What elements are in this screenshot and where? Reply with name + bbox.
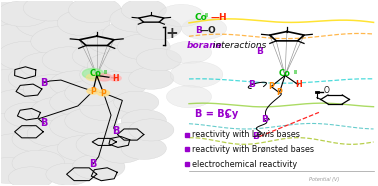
Circle shape: [82, 68, 104, 79]
Circle shape: [0, 113, 31, 139]
Circle shape: [50, 71, 102, 97]
Circle shape: [114, 91, 159, 113]
Circle shape: [23, 75, 84, 104]
Circle shape: [0, 69, 42, 99]
Circle shape: [110, 6, 163, 32]
Circle shape: [129, 67, 174, 89]
Circle shape: [86, 74, 100, 81]
Circle shape: [121, 110, 166, 132]
Circle shape: [87, 28, 140, 54]
Circle shape: [87, 88, 99, 94]
Text: B: B: [195, 26, 201, 35]
Text: 2: 2: [225, 113, 229, 119]
Text: O: O: [324, 86, 329, 95]
Text: reactivity with Lewis bases: reactivity with Lewis bases: [192, 130, 300, 139]
Text: B: B: [253, 132, 259, 141]
Circle shape: [27, 121, 80, 147]
Text: Co: Co: [195, 13, 208, 22]
Circle shape: [166, 41, 212, 63]
Text: Co: Co: [89, 70, 101, 78]
Circle shape: [5, 102, 57, 128]
Text: B: B: [261, 115, 268, 124]
Circle shape: [80, 95, 133, 121]
Text: electrochemical reactivity: electrochemical reactivity: [192, 160, 297, 169]
Text: +: +: [166, 26, 178, 41]
Circle shape: [0, 49, 31, 75]
Circle shape: [12, 150, 65, 176]
Circle shape: [50, 89, 102, 115]
Circle shape: [118, 34, 170, 60]
Text: P: P: [90, 87, 96, 96]
Circle shape: [99, 141, 144, 163]
Text: H: H: [295, 80, 302, 89]
Circle shape: [129, 119, 174, 141]
Circle shape: [16, 8, 76, 38]
Text: P: P: [101, 89, 106, 97]
Circle shape: [181, 17, 227, 39]
Circle shape: [102, 21, 155, 47]
Text: B: B: [40, 118, 48, 129]
Circle shape: [31, 97, 91, 126]
Circle shape: [110, 76, 121, 81]
Circle shape: [136, 17, 181, 39]
Circle shape: [0, 3, 31, 28]
Circle shape: [0, 1, 50, 27]
Circle shape: [0, 89, 50, 119]
Text: III: III: [293, 70, 298, 75]
Text: H: H: [112, 74, 119, 83]
Text: B: B: [89, 159, 97, 169]
Circle shape: [57, 135, 110, 161]
Text: interactions: interactions: [210, 41, 266, 49]
Circle shape: [23, 0, 76, 21]
Circle shape: [8, 167, 53, 186]
Text: III: III: [104, 70, 108, 75]
Circle shape: [106, 123, 151, 145]
Circle shape: [98, 90, 110, 96]
Circle shape: [65, 108, 118, 134]
Circle shape: [65, 80, 118, 106]
Text: P: P: [268, 82, 274, 91]
Circle shape: [97, 74, 112, 81]
Circle shape: [136, 49, 181, 71]
Circle shape: [31, 27, 91, 56]
Circle shape: [20, 52, 72, 78]
Circle shape: [87, 52, 140, 78]
Text: —H: —H: [211, 13, 227, 22]
Text: B = BCy: B = BCy: [195, 109, 238, 119]
Circle shape: [0, 134, 46, 163]
Circle shape: [72, 43, 125, 69]
Text: Potential (V): Potential (V): [310, 177, 340, 182]
Circle shape: [42, 47, 95, 73]
Circle shape: [95, 71, 147, 97]
Circle shape: [76, 132, 129, 158]
Text: reactivity with Brønsted bases: reactivity with Brønsted bases: [192, 145, 314, 154]
Circle shape: [121, 0, 166, 21]
Circle shape: [0, 158, 35, 183]
Text: P: P: [276, 88, 282, 97]
Text: borane: borane: [187, 41, 223, 49]
Circle shape: [121, 137, 166, 159]
Circle shape: [159, 4, 204, 27]
Text: —O: —O: [200, 26, 216, 35]
Circle shape: [72, 154, 125, 180]
Circle shape: [170, 62, 223, 87]
Circle shape: [35, 145, 87, 171]
Circle shape: [50, 113, 102, 139]
Circle shape: [12, 126, 65, 152]
Text: B: B: [112, 126, 119, 136]
Text: B: B: [248, 80, 254, 89]
Text: III: III: [204, 13, 209, 18]
Circle shape: [80, 62, 133, 87]
Circle shape: [166, 86, 212, 108]
Text: B: B: [40, 78, 48, 88]
Circle shape: [0, 23, 50, 52]
Text: B: B: [256, 47, 263, 56]
Circle shape: [8, 65, 61, 91]
Circle shape: [57, 10, 110, 36]
Circle shape: [0, 41, 57, 71]
Text: Co: Co: [279, 70, 291, 78]
Circle shape: [102, 47, 155, 73]
Circle shape: [46, 163, 91, 185]
Circle shape: [68, 0, 121, 23]
